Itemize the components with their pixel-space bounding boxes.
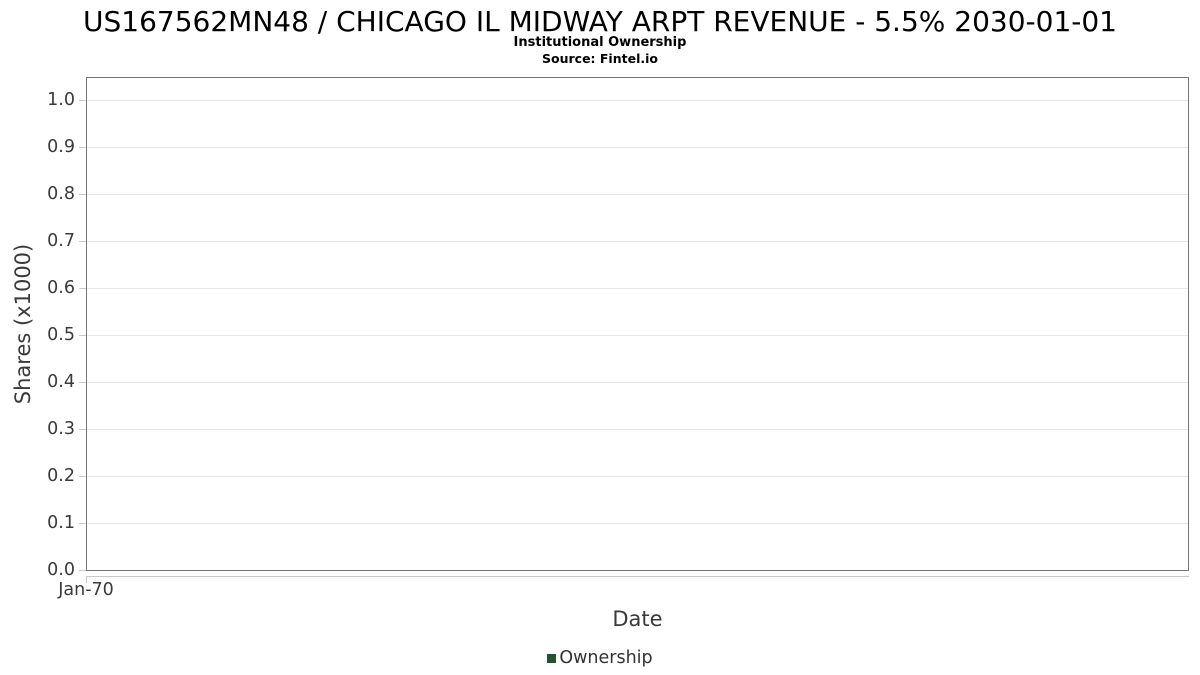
y-axis-tick [79,570,86,571]
y-axis-tick [79,476,86,477]
gridline [87,100,1188,101]
legend: Ownership [0,648,1200,668]
y-tick-label: 0.9 [47,137,75,157]
chart-title: US167562MN48 / CHICAGO IL MIDWAY ARPT RE… [83,5,1117,38]
y-tick-label: 0.2 [47,466,75,486]
legend-marker-icon [547,653,557,663]
x-axis-line [86,576,1189,577]
y-axis-tick [79,288,86,289]
gridline [87,241,1188,242]
y-tick-label: 0.7 [47,231,75,251]
gridline [87,523,1188,524]
legend-label: Ownership [559,648,653,668]
y-axis-tick [79,100,86,101]
y-axis-tick [79,147,86,148]
y-tick-label: 1.0 [47,90,75,110]
chart-subtitle: Institutional Ownership [513,35,687,50]
x-tick-label: Jan-70 [58,580,114,600]
gridline [87,147,1188,148]
y-tick-label: 0.0 [47,560,75,580]
y-tick-label: 0.6 [47,278,75,298]
gridline [87,194,1188,195]
x-axis-title: Date [612,607,663,631]
chart-source-credit: Source: Fintel.io [542,51,658,66]
y-tick-label: 0.3 [47,419,75,439]
gridline [87,382,1188,383]
plot-area [86,77,1189,571]
y-axis-tick [79,335,86,336]
y-axis-tick [79,429,86,430]
gridline [87,476,1188,477]
gridline [87,429,1188,430]
y-axis-tick [79,382,86,383]
gridline [87,335,1188,336]
y-tick-label: 0.8 [47,184,75,204]
y-tick-label: 0.5 [47,325,75,345]
y-axis-title-wrap: Shares (x1000) [6,77,40,571]
gridline [87,288,1188,289]
y-tick-label: 0.1 [47,513,75,533]
y-axis-tick [79,194,86,195]
y-tick-label: 0.4 [47,372,75,392]
x-axis-tick [86,576,87,583]
y-axis-title: Shares (x1000) [11,243,36,405]
y-axis-tick [79,241,86,242]
y-axis-tick [79,523,86,524]
